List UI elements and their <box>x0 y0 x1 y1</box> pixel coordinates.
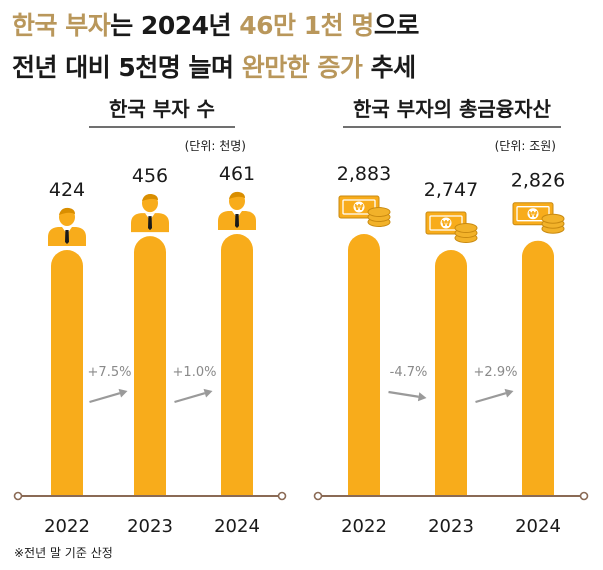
data-label: 2,883 <box>337 163 391 185</box>
data-label: 2,826 <box>511 170 565 192</box>
bar <box>134 236 166 496</box>
chart-2: 한국 부자의 총금융자산 (단위: 조원) 2022 2023 2024 ₩2,883 ₩2… <box>313 97 589 537</box>
x-tick-label: 2022 <box>44 516 90 537</box>
bar <box>435 250 467 496</box>
arrow-shaft <box>89 392 121 404</box>
bar <box>348 234 380 496</box>
headline-segment: 추세 <box>362 53 417 82</box>
axis-end-dot <box>277 491 287 501</box>
headline-line-2: 전년 대비 5천명 늘며 완만한 증가 추세 <box>12 48 416 84</box>
arrow-down-right-icon <box>388 390 427 402</box>
banknote-won-circle <box>440 217 452 229</box>
data-label: 461 <box>219 163 255 185</box>
axis-end-dot <box>13 491 23 501</box>
person-tie <box>235 214 239 228</box>
data-label: 2,747 <box>424 179 478 201</box>
won-symbol: ₩ <box>442 219 451 228</box>
won-symbol: ₩ <box>529 210 538 219</box>
headline-segment: 완만한 증가 <box>241 53 363 82</box>
coin <box>541 213 565 224</box>
headline-line-1: 한국 부자는 2024년 46만 1천 명으로 <box>12 6 419 42</box>
person-hair <box>59 207 75 215</box>
data-label: 424 <box>49 179 85 201</box>
chart-title: 한국 부자 수 <box>109 97 215 121</box>
headline-segment: 는 2024년 <box>110 11 240 40</box>
money-coins-icon: ₩ <box>338 195 391 227</box>
person-hair <box>142 194 158 202</box>
chart-unit: (단위: 조원) <box>495 139 556 153</box>
headline-segment: 으로 <box>373 11 420 40</box>
banknote-won-circle <box>527 208 539 220</box>
money-coins-icon: ₩ <box>512 202 565 234</box>
money-coins-icon: ₩ <box>425 211 478 243</box>
person-tie <box>148 216 152 231</box>
x-tick-label: 2024 <box>515 516 561 537</box>
person-icon <box>131 194 169 233</box>
axis-end-dot <box>579 491 589 501</box>
footnote: ※전년 말 기준 산정 <box>14 546 113 560</box>
x-tick-label: 2023 <box>127 516 173 537</box>
arrow-head <box>203 388 213 398</box>
change-label: +1.0% <box>173 365 217 380</box>
person-icon <box>48 207 86 246</box>
change-label: +7.5% <box>88 365 132 380</box>
chart-title: 한국 부자의 총금융자산 <box>353 97 552 121</box>
arrow-head <box>118 388 128 398</box>
bar <box>522 240 554 496</box>
arrow-head <box>504 388 514 398</box>
person-icon <box>218 191 256 230</box>
person-hair <box>229 191 245 199</box>
x-tick-label: 2022 <box>341 516 387 537</box>
x-tick-label: 2023 <box>428 516 474 537</box>
coin <box>454 223 478 233</box>
banknote-won-circle <box>353 201 365 213</box>
change-label: -4.7% <box>390 365 428 380</box>
data-label: 456 <box>132 165 168 187</box>
headline-segment: 한국 부자 <box>12 11 111 40</box>
headline-segment: 46만 1천 명 <box>239 11 374 40</box>
bar <box>51 250 83 496</box>
bar <box>221 234 253 496</box>
arrow-up-right-icon <box>89 388 128 404</box>
arrow-up-right-icon <box>475 388 514 404</box>
won-symbol: ₩ <box>355 203 364 212</box>
arrow-up-right-icon <box>174 388 213 404</box>
change-label: +2.9% <box>474 365 518 380</box>
arrow-shaft <box>388 390 419 398</box>
person-tie <box>65 230 69 244</box>
arrow-shaft <box>174 392 206 404</box>
banknote-border <box>516 206 550 222</box>
chart-unit: (단위: 천명) <box>185 138 246 153</box>
arrow-head <box>417 392 427 402</box>
arrow-shaft <box>475 392 507 404</box>
x-tick-label: 2024 <box>214 516 260 537</box>
banknote-border <box>429 215 463 231</box>
chart-1: 한국 부자 수 (단위: 천명) 2022 2023 2024 424 456 461 +7.5… <box>13 97 287 537</box>
banknote-border <box>342 199 376 215</box>
coin <box>367 207 391 217</box>
axis-end-dot <box>313 491 323 501</box>
headline-segment: 전년 대비 5천명 늘며 <box>12 53 242 82</box>
